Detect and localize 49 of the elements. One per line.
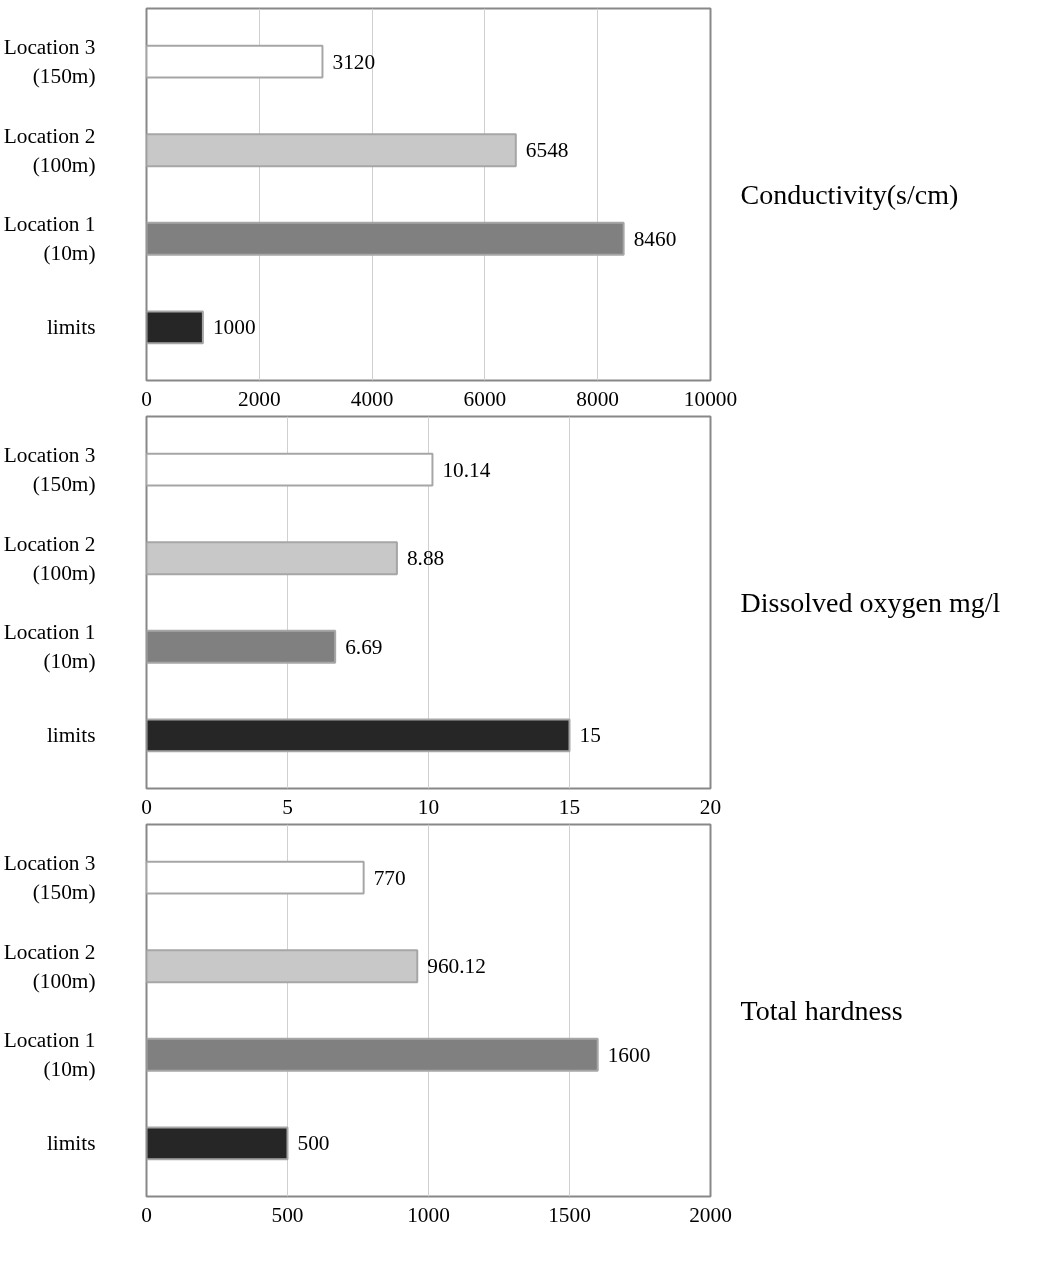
x-tick-label: 10 (417, 794, 440, 819)
data-label: 1600 (607, 1042, 651, 1067)
x-tick-label: 1500 (548, 1202, 591, 1227)
data-label: 6548 (525, 138, 569, 163)
y-tick-label: limits (46, 315, 96, 340)
x-tick-label: 15 (558, 794, 581, 819)
bar (146, 44, 324, 79)
x-tick-label: 10000 (683, 386, 738, 411)
x-tick-label: 0 (141, 386, 152, 411)
x-tick-label: 0 (141, 794, 152, 819)
y-tick-label: Location 2 (100m) (3, 531, 96, 585)
data-label: 770 (373, 865, 406, 890)
x-tick-label: 20 (699, 794, 722, 819)
y-tick-label: Location 3 (150m) (3, 35, 96, 89)
y-tick-label: limits (46, 1131, 96, 1156)
y-tick-label: Location 2 (100m) (3, 939, 96, 993)
x-tick-label: 1000 (407, 1202, 450, 1227)
y-tick-label: Location 2 (100m) (3, 123, 96, 177)
bar (146, 718, 571, 753)
y2-axis-title: Total hardness (740, 995, 903, 1026)
y-tick-label: Location 3 (150m) (3, 443, 96, 497)
bar (146, 1126, 289, 1161)
x-tick-label: 8000 (576, 386, 620, 411)
data-label: 15 (579, 723, 601, 748)
x-tick-label: 4000 (350, 386, 394, 411)
x-tick-label: 5 (282, 794, 293, 819)
data-label: 6.69 (345, 634, 383, 659)
x-tick-label: 2000 (237, 386, 281, 411)
y2-axis-title: Dissolved oxygen mg/l (740, 587, 1001, 618)
y-tick-label: Location 1 (10m) (3, 620, 96, 674)
y-tick-label: Location 1 (10m) (3, 1028, 96, 1082)
data-label: 500 (297, 1131, 330, 1156)
bar (146, 452, 434, 487)
bar (146, 860, 365, 895)
y2-axis-title: Conductivity(s/cm) (740, 179, 959, 210)
data-label: 8460 (633, 226, 677, 251)
data-label: 10.14 (442, 457, 491, 482)
y-tick-label: Location 1 (10m) (3, 212, 96, 266)
data-label: 3120 (332, 49, 376, 74)
y-tick-label: Location 3 (150m) (3, 851, 96, 905)
data-label: 8.88 (406, 546, 445, 571)
x-tick-label: 500 (271, 1202, 304, 1227)
data-label: 1000 (212, 315, 256, 340)
data-label: 960.12 (427, 954, 486, 979)
bar (146, 310, 204, 345)
x-tick-label: 6000 (463, 386, 507, 411)
x-tick-label: 0 (141, 1202, 152, 1227)
y-tick-label: limits (46, 723, 96, 748)
x-tick-label: 2000 (689, 1202, 732, 1227)
